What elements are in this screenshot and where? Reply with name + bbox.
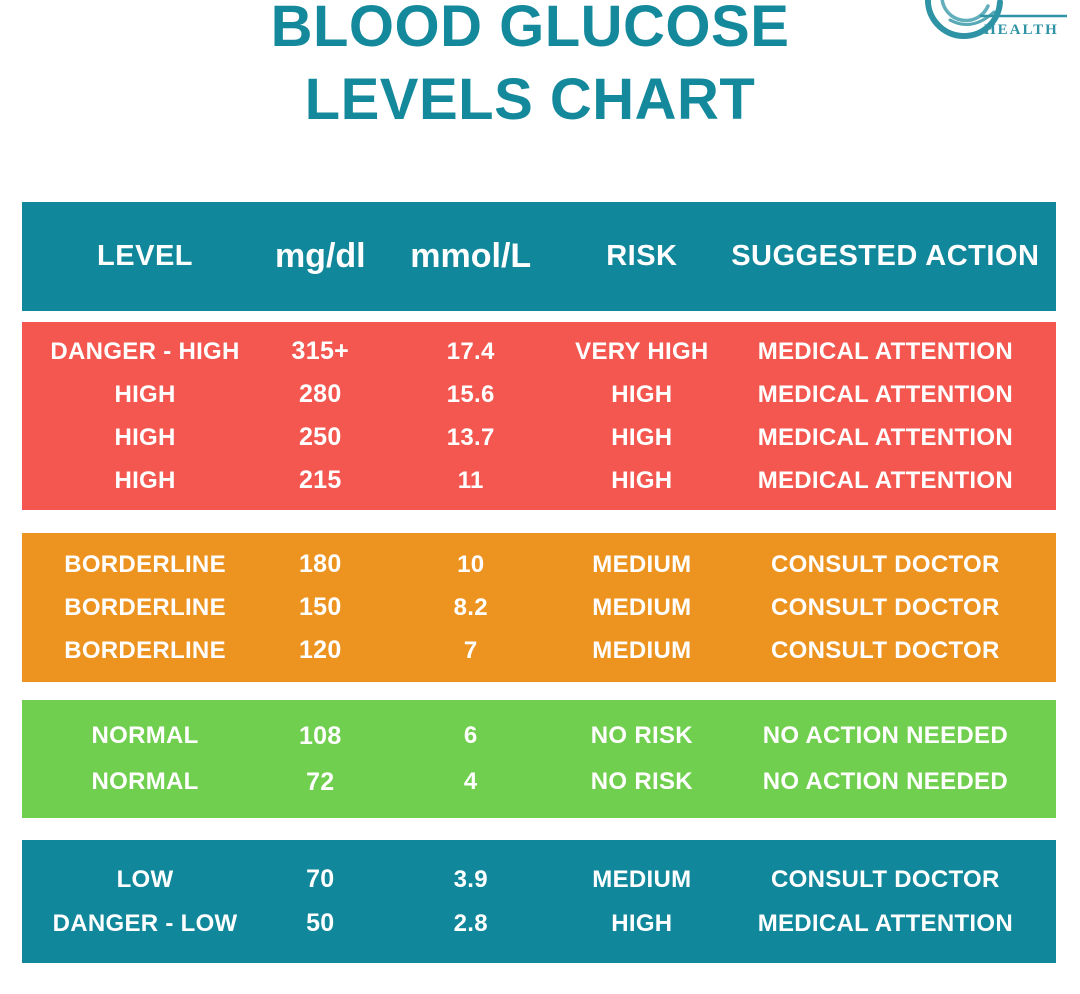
cell-risk: VERY HIGH [575, 337, 709, 365]
cell-mgdl: 180 [298, 550, 342, 578]
cell-level: BORDERLINE [64, 550, 226, 578]
cell-mgdl: 70 [306, 865, 335, 893]
cell-mmol: 3.9 [453, 865, 488, 893]
table-row: NORMAL 108 6 NO RISK NO ACTION NEEDED [22, 713, 1056, 759]
header-cell-action: SUGGESTED ACTION [731, 240, 1040, 272]
cell-mmol: 15.6 [446, 380, 495, 408]
cell-mgdl: 150 [298, 593, 342, 621]
cell-action: MEDICAL ATTENTION [757, 909, 1013, 937]
cell-mgdl: 280 [298, 380, 342, 408]
cell-action: NO ACTION NEEDED [762, 768, 1008, 795]
cell-mgdl: 50 [306, 909, 335, 937]
cell-level: HIGH [114, 423, 176, 451]
table-row: HIGH 215 11 HIGH MEDICAL ATTENTION [22, 459, 1056, 502]
cell-mgdl: 120 [298, 636, 342, 664]
cell-mmol: 2.8 [453, 909, 488, 937]
logo-text: HEALTH [984, 22, 1059, 38]
header-cell-level: LEVEL [97, 240, 194, 272]
health-logo-icon: HEALTH [925, 0, 1067, 40]
cell-level: LOW [116, 865, 174, 893]
cell-mgdl: 108 [298, 721, 342, 750]
cell-mgdl: 72 [306, 767, 335, 796]
cell-mmol: 6 [463, 722, 478, 749]
cell-level: HIGH [114, 380, 176, 408]
cell-mgdl: 315+ [291, 337, 350, 365]
cell-mmol: 7 [463, 636, 478, 664]
table-row: NORMAL 72 4 NO RISK NO ACTION NEEDED [22, 759, 1056, 805]
cell-mmol: 10 [457, 550, 485, 578]
table-row: LOW 70 3.9 MEDIUM CONSULT DOCTOR [22, 858, 1056, 902]
cell-mmol: 4 [463, 768, 478, 795]
table-header-row: LEVEL mg/dl mmol/L RISK SUGGESTED ACTION [22, 202, 1056, 311]
cell-risk: MEDIUM [592, 636, 692, 664]
title-line-1: BLOOD GLUCOSE [270, 0, 790, 59]
cell-action: MEDICAL ATTENTION [757, 337, 1013, 365]
cell-mmol: 8.2 [453, 593, 488, 621]
cell-mmol: 13.7 [446, 423, 495, 451]
cell-level: DANGER - LOW [52, 909, 238, 937]
cell-action: CONSULT DOCTOR [771, 593, 1000, 621]
section-normal: NORMAL 108 6 NO RISK NO ACTION NEEDED NO… [22, 700, 1056, 818]
cell-mmol: 11 [457, 466, 484, 494]
table-row: BORDERLINE 120 7 MEDIUM CONSULT DOCTOR [22, 629, 1056, 672]
cell-risk: MEDIUM [592, 550, 692, 578]
cell-risk: HIGH [611, 466, 673, 494]
table-row: HIGH 280 15.6 HIGH MEDICAL ATTENTION [22, 373, 1056, 416]
cell-level: BORDERLINE [64, 636, 226, 664]
cell-risk: MEDIUM [592, 865, 692, 893]
cell-level: NORMAL [91, 768, 199, 795]
cell-level: BORDERLINE [64, 593, 226, 621]
page-title: BLOOD GLUCOSE LEVELS CHART [0, 0, 1060, 136]
header-cell-mgdl: mg/dl [274, 237, 366, 275]
cell-risk: MEDIUM [592, 593, 692, 621]
glucose-table: LEVEL mg/dl mmol/L RISK SUGGESTED ACTION… [22, 202, 1056, 963]
title-line-2: LEVELS CHART [304, 67, 756, 132]
cell-action: CONSULT DOCTOR [771, 865, 1000, 893]
brand-logo: HEALTH [920, 0, 1072, 52]
header-cell-risk: RISK [606, 240, 678, 272]
table-row: DANGER - HIGH 315+ 17.4 VERY HIGH MEDICA… [22, 330, 1056, 373]
cell-risk: NO RISK [590, 722, 693, 749]
table-row: BORDERLINE 150 8.2 MEDIUM CONSULT DOCTOR [22, 586, 1056, 629]
cell-risk: HIGH [611, 423, 673, 451]
table-row: BORDERLINE 180 10 MEDIUM CONSULT DOCTOR [22, 543, 1056, 586]
cell-mmol: 17.4 [446, 337, 495, 365]
cell-action: MEDICAL ATTENTION [757, 423, 1013, 451]
section-danger-high: DANGER - HIGH 315+ 17.4 VERY HIGH MEDICA… [22, 322, 1056, 510]
cell-mgdl: 250 [298, 423, 342, 451]
cell-risk: HIGH [611, 380, 673, 408]
cell-action: NO ACTION NEEDED [762, 722, 1008, 749]
cell-action: MEDICAL ATTENTION [757, 380, 1013, 408]
section-low: LOW 70 3.9 MEDIUM CONSULT DOCTOR DANGER … [22, 840, 1056, 963]
header-cell-mmol: mmol/L [410, 237, 532, 275]
section-borderline: BORDERLINE 180 10 MEDIUM CONSULT DOCTOR … [22, 533, 1056, 682]
cell-level: DANGER - HIGH [50, 337, 240, 365]
cell-action: CONSULT DOCTOR [771, 636, 1000, 664]
cell-level: HIGH [114, 466, 176, 494]
cell-risk: NO RISK [590, 768, 693, 795]
table-row: DANGER - LOW 50 2.8 HIGH MEDICAL ATTENTI… [22, 902, 1056, 946]
cell-action: CONSULT DOCTOR [771, 550, 1000, 578]
cell-level: NORMAL [91, 722, 199, 749]
table-row: HIGH 250 13.7 HIGH MEDICAL ATTENTION [22, 416, 1056, 459]
cell-action: MEDICAL ATTENTION [757, 466, 1013, 494]
cell-mgdl: 215 [298, 466, 342, 494]
cell-risk: HIGH [611, 909, 673, 937]
